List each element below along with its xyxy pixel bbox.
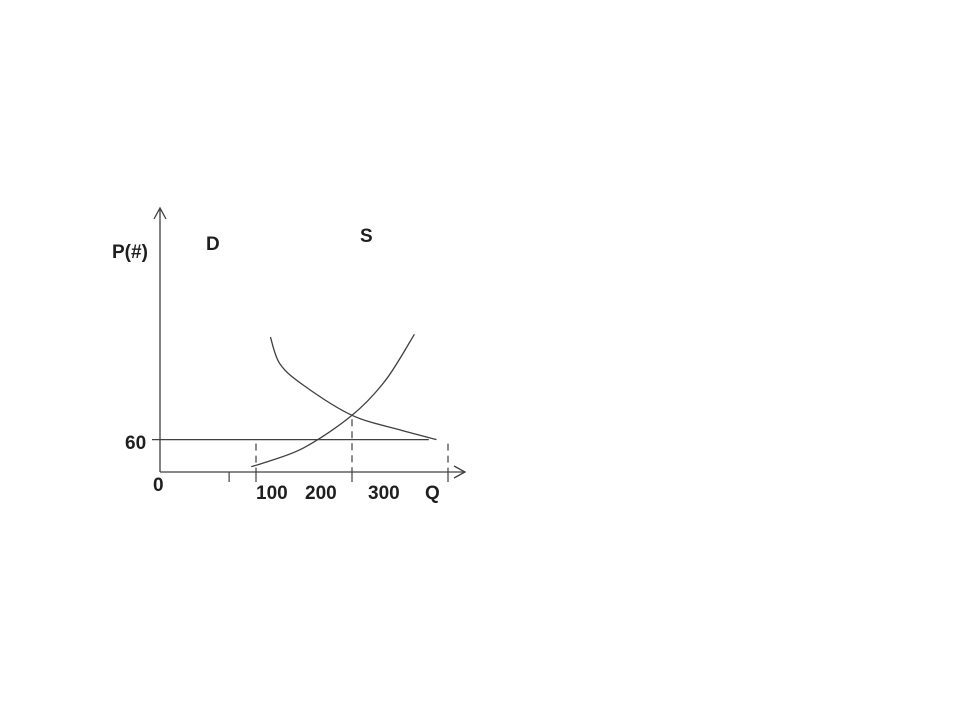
demand-curve xyxy=(269,336,437,441)
x-axis-label: Q xyxy=(425,483,440,504)
x-tick-label-300: 300 xyxy=(368,483,400,504)
y-axis-arrow xyxy=(153,206,167,220)
y-tick-label-60: 60 xyxy=(125,433,146,454)
ticks xyxy=(228,472,449,482)
x-tick-label-100: 100 xyxy=(256,483,288,504)
axes xyxy=(153,206,467,479)
x-tick-label-200: 200 xyxy=(305,483,337,504)
supply-curve xyxy=(251,333,415,468)
curves xyxy=(251,333,437,468)
x-axis-arrow xyxy=(453,465,467,479)
origin-label: 0 xyxy=(153,475,164,496)
y-axis-label: P(#) xyxy=(112,242,148,263)
supply-label: S xyxy=(360,226,373,247)
guide-lines xyxy=(255,419,449,472)
demand-label: D xyxy=(206,234,220,255)
